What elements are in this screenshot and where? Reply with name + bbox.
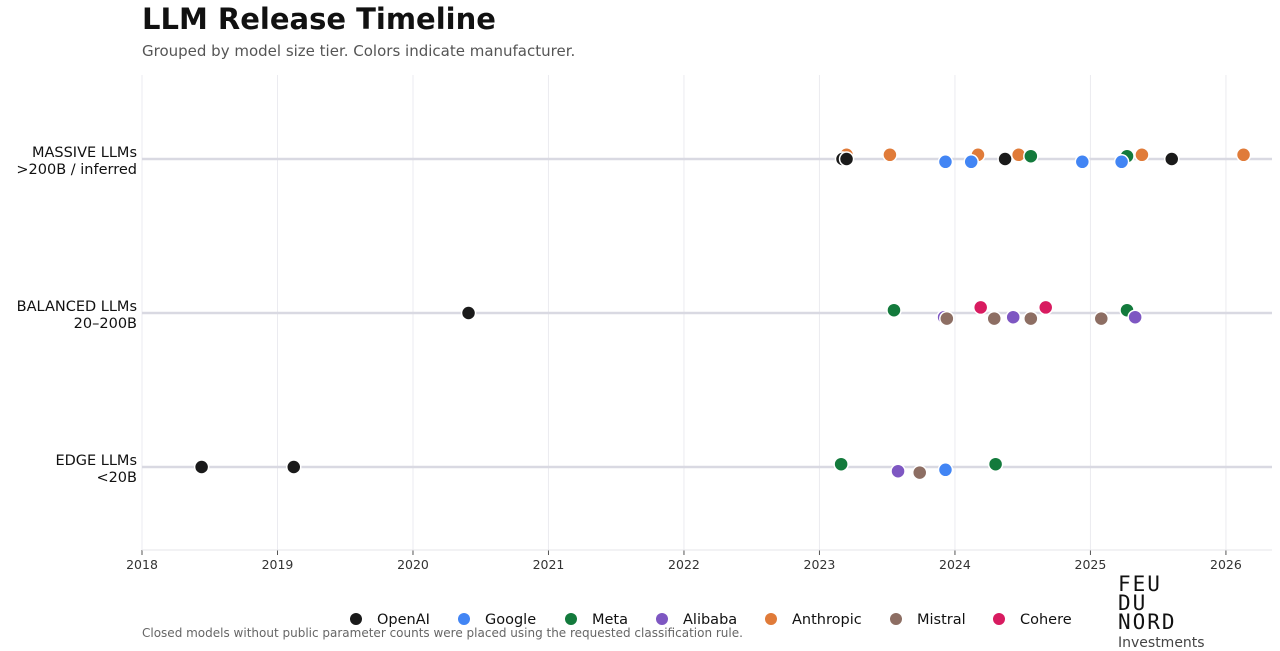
point-edge-google-32 — [937, 462, 954, 478]
point-balanced-openai-16 — [460, 305, 477, 321]
point-balanced-alibaba-22 — [1005, 309, 1021, 325]
point-edge-mistral-34 — [911, 464, 928, 481]
point-massive-openai-10 — [997, 151, 1013, 167]
tier-label-balanced-line2: 20–200B — [74, 316, 137, 332]
legend-label-anthropic: Anthropic — [792, 612, 862, 628]
x-tick-label-2021: 2021 — [533, 557, 565, 572]
legend-label-cohere: Cohere — [1020, 612, 1072, 628]
point-massive-openai-9 — [838, 151, 855, 167]
x-tick-label-2023: 2023 — [804, 557, 836, 572]
point-edge-openai-29 — [286, 459, 302, 475]
point-balanced-cohere-20 — [1037, 299, 1054, 316]
x-tick-label-2024: 2024 — [939, 557, 971, 572]
x-tick-label-2018: 2018 — [126, 557, 158, 572]
logo-line-3: NORD — [1118, 610, 1177, 634]
x-tick-label-2022: 2022 — [668, 557, 700, 572]
legend-marker-meta — [565, 613, 577, 625]
chart-subtitle: Grouped by model size tier. Colors indic… — [142, 42, 576, 60]
point-edge-alibaba-33 — [890, 463, 906, 479]
x-tick-label-2020: 2020 — [397, 557, 429, 572]
chart-footnote: Closed models without public parameter c… — [142, 626, 743, 640]
point-balanced-alibaba-23 — [1127, 309, 1143, 325]
point-balanced-mistral-26 — [1023, 310, 1039, 327]
tier-label-edge-line2: <20B — [96, 470, 137, 486]
logo-line-1: FEU — [1118, 572, 1162, 596]
logo-subtitle: Investments — [1118, 635, 1205, 651]
chart-title: LLM Release Timeline — [142, 2, 496, 36]
brand-logo: FEU DU NORD Investments — [1118, 572, 1248, 651]
point-balanced-mistral-24 — [939, 310, 955, 327]
legend-label-alibaba: Alibaba — [683, 612, 737, 628]
point-massive-google-13 — [963, 154, 979, 170]
point-balanced-mistral-25 — [986, 310, 1002, 327]
legend-marker-alibaba — [656, 613, 668, 625]
legend-label-openai: OpenAI — [377, 612, 430, 628]
point-balanced-mistral-27 — [1093, 310, 1110, 327]
point-massive-meta-6 — [1023, 148, 1039, 164]
point-massive-anthropic-1 — [882, 147, 898, 163]
logo-line-2: DU — [1118, 591, 1148, 615]
tier-label-massive-line2: >200B / inferred — [16, 162, 137, 178]
x-tick-label-2019: 2019 — [262, 557, 294, 572]
x-tick-label-2025: 2025 — [1075, 557, 1107, 572]
point-massive-google-15 — [1113, 154, 1130, 170]
point-massive-anthropic-4 — [1134, 147, 1150, 163]
point-balanced-cohere-19 — [972, 299, 989, 316]
point-balanced-meta-17 — [886, 302, 902, 318]
legend-label-meta: Meta — [592, 612, 628, 628]
point-massive-openai-11 — [1163, 151, 1180, 167]
point-massive-anthropic-5 — [1235, 147, 1252, 163]
point-edge-openai-28 — [193, 459, 210, 475]
x-tick-label-2026: 2026 — [1210, 557, 1242, 572]
legend-marker-cohere — [993, 613, 1005, 625]
legend-marker-mistral — [890, 613, 902, 625]
point-edge-meta-31 — [987, 456, 1004, 472]
legend-marker-anthropic — [765, 613, 777, 625]
tier-label-massive-line1: MASSIVE LLMs — [32, 145, 137, 161]
point-edge-meta-30 — [833, 456, 849, 472]
legend-label-mistral: Mistral — [917, 612, 966, 628]
legend-marker-openai — [350, 613, 362, 625]
point-massive-google-14 — [1074, 154, 1091, 170]
point-massive-google-12 — [937, 154, 954, 170]
tier-label-balanced-line1: BALANCED LLMs — [17, 299, 137, 315]
legend-marker-google — [458, 613, 470, 625]
tier-label-edge-line1: EDGE LLMs — [55, 453, 137, 469]
legend-label-google: Google — [485, 612, 536, 628]
